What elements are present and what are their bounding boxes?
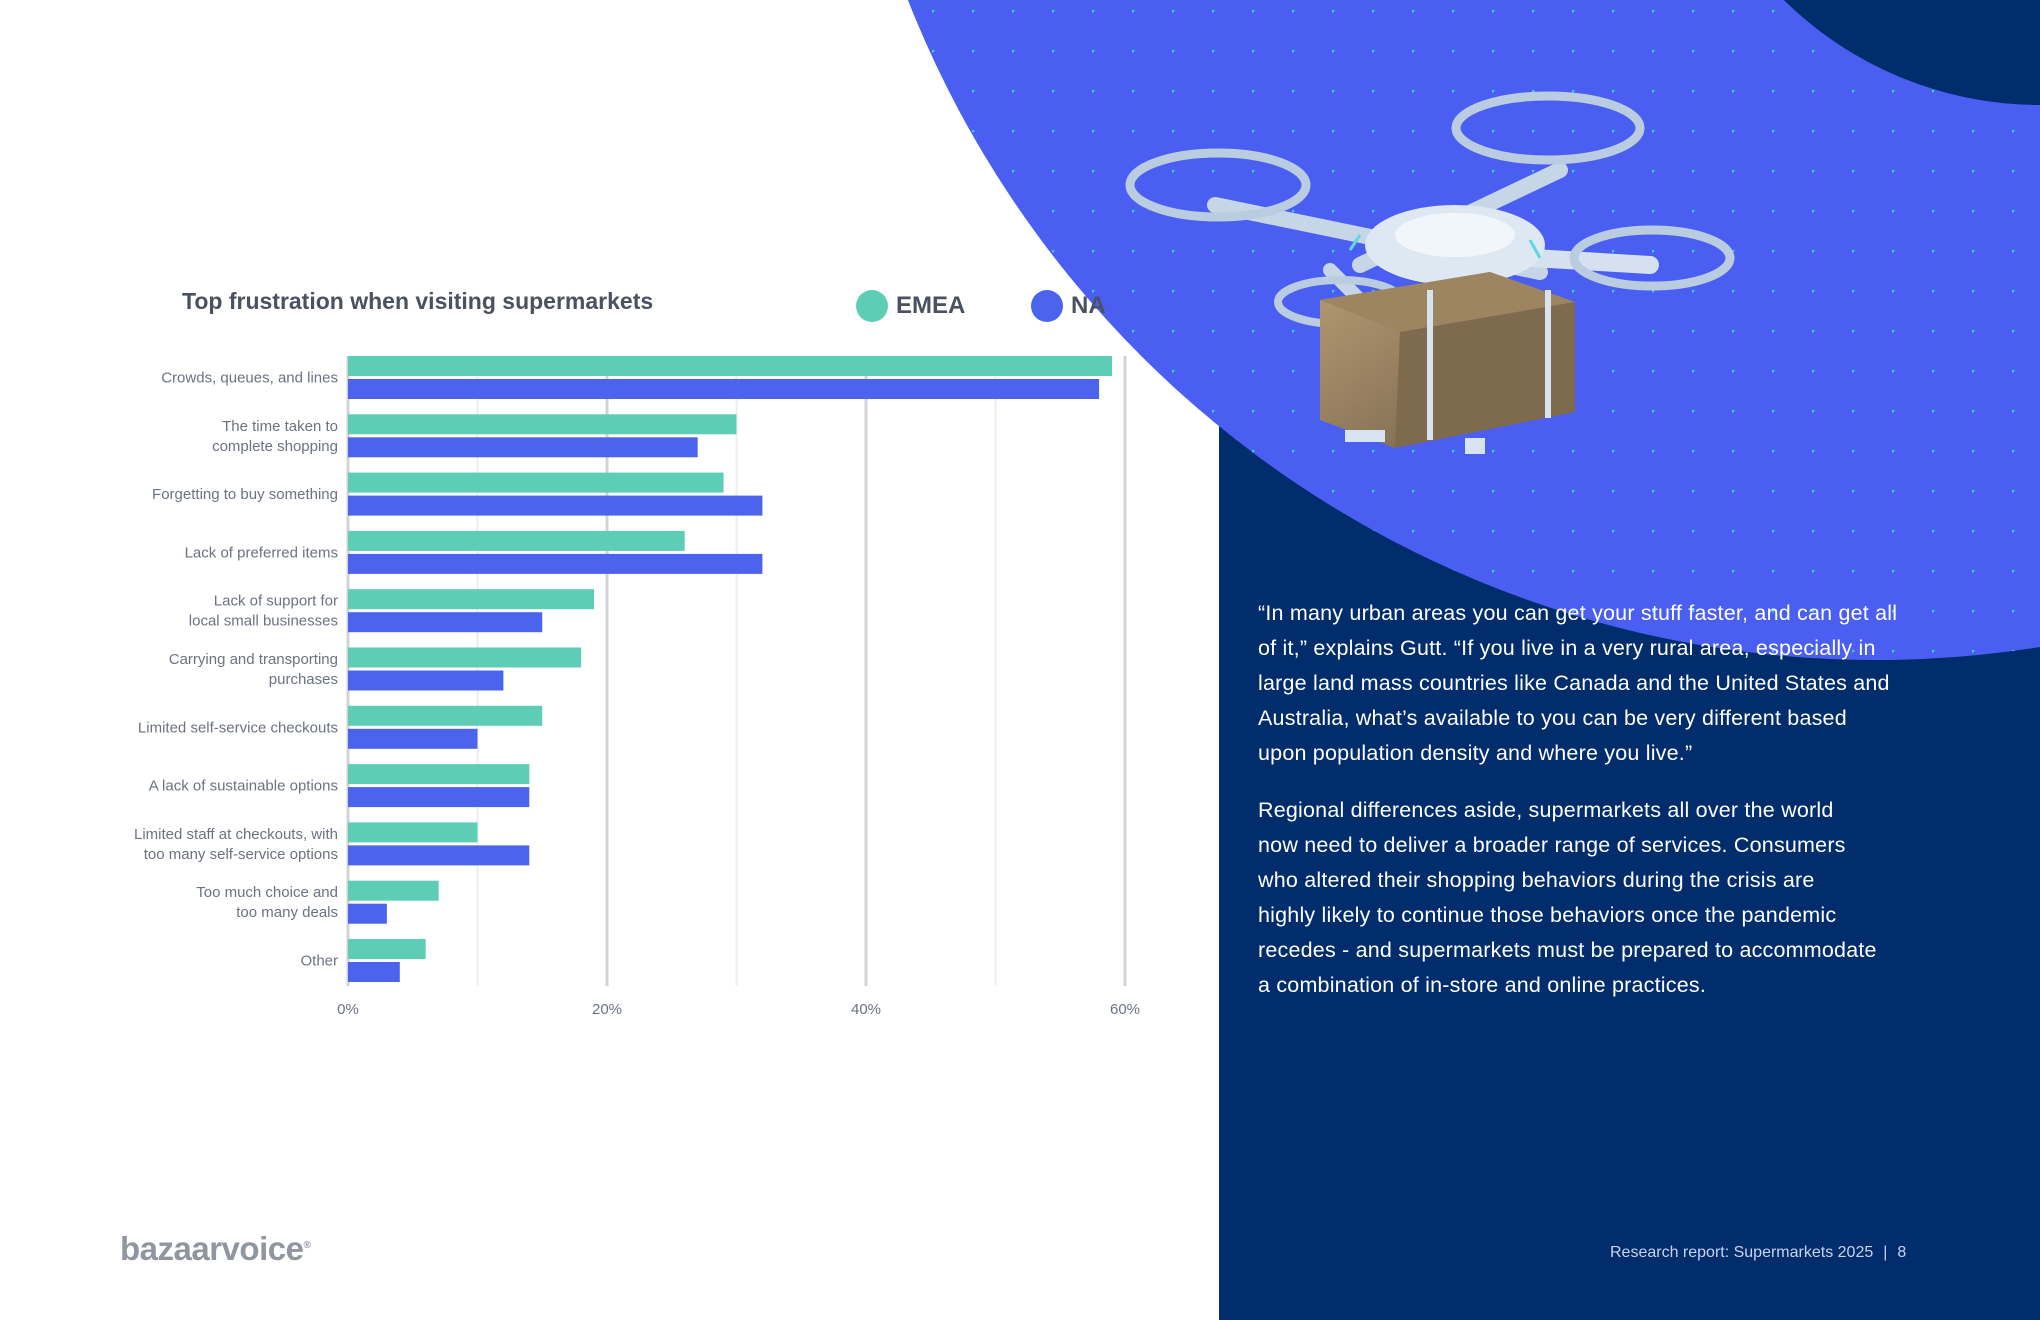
logo-text: bazaarvoice [120, 1230, 304, 1267]
logo-mark: ® [303, 1240, 311, 1251]
bar-na [348, 728, 478, 749]
bar-na [348, 903, 387, 924]
quote-line: Australia, what’s available to you can b… [1258, 706, 1847, 730]
bar-na [348, 437, 698, 458]
legend-na-swatch [1031, 290, 1063, 322]
analysis-line: recedes - and supermarkets must be prepa… [1258, 938, 1877, 962]
quote-line: of it,” explains Gutt. “If you live in a… [1258, 636, 1876, 660]
legend-na: NA [1031, 290, 1106, 322]
category-label: Lack of support for [214, 593, 338, 610]
category-label: A lack of sustainable options [149, 778, 338, 795]
bar-na [348, 670, 504, 691]
category-label: Carrying and transporting [169, 651, 338, 668]
bar-emea [348, 822, 478, 843]
bar-emea [348, 939, 426, 959]
body-text: “In many urban areas you can get your st… [1258, 596, 1928, 1025]
analysis-line: a combination of in-store and online pra… [1258, 973, 1707, 997]
bar-na [348, 495, 763, 516]
bar-emea [348, 414, 737, 435]
category-label: purchases [269, 671, 338, 688]
bar-emea [348, 472, 724, 493]
category-label: too many self-service options [144, 846, 338, 863]
navy-corner-circle [1783, 0, 2040, 105]
analysis-line: now need to deliver a broader range of s… [1258, 833, 1846, 857]
bar-emea [348, 705, 543, 726]
bar-na [348, 553, 763, 574]
analysis-line: who altered their shopping behaviors dur… [1258, 868, 1815, 892]
quote-line: “In many urban areas you can get your st… [1258, 601, 1898, 625]
category-label: Too much choice and [196, 884, 338, 901]
analysis-line: Regional differences aside, supermarkets… [1258, 798, 1834, 822]
footer-separator: | [1883, 1244, 1888, 1261]
bazaarvoice-logo: bazaarvoice® [120, 1230, 311, 1268]
bar-na [348, 962, 400, 982]
bar-na [348, 845, 530, 866]
x-axis-ticks: 0% 20% 40% 60% [337, 1001, 1140, 1018]
chart-title: Top frustration when visiting supermarke… [182, 288, 654, 314]
category-label: Lack of preferred items [185, 544, 338, 561]
footer: Research report: Supermarkets 2025 | 8 [1610, 1244, 1906, 1262]
category-label: complete shopping [212, 438, 338, 455]
page-number: 8 [1897, 1244, 1907, 1261]
category-label: Limited self-service checkouts [138, 719, 338, 736]
analysis-paragraph: Regional differences aside, supermarkets… [1258, 793, 1928, 1003]
analysis-line: highly likely to continue those behavior… [1258, 903, 1837, 927]
category-label: too many deals [236, 904, 338, 921]
quote-paragraph: “In many urban areas you can get your st… [1258, 596, 1928, 771]
bar-emea [348, 880, 439, 901]
legend-emea: EMEA [856, 290, 965, 322]
category-label: Crowds, queues, and lines [161, 370, 338, 387]
quote-line: large land mass countries like Canada an… [1258, 671, 1890, 695]
quote-line: upon population density and where you li… [1258, 741, 1693, 765]
bar-na [348, 612, 543, 633]
bars [348, 356, 1113, 982]
bar-na [348, 787, 530, 808]
bar-emea [348, 530, 685, 551]
category-label: local small businesses [189, 613, 338, 630]
bar-emea [348, 647, 582, 668]
drone-illustration [1125, 91, 1735, 454]
bar-emea [348, 356, 1113, 376]
category-labels: Crowds, queues, and lines The time taken … [134, 370, 338, 970]
legend-na-label: NA [1071, 292, 1106, 319]
category-label: Forgetting to buy something [152, 486, 338, 503]
bar-emea [348, 764, 530, 785]
x-tick-label: 60% [1110, 1001, 1140, 1018]
report-title: Research report: Supermarkets 2025 [1610, 1244, 1874, 1261]
category-label: Other [300, 953, 338, 970]
legend-emea-label: EMEA [896, 292, 966, 319]
bar-na [348, 379, 1100, 399]
bar-emea [348, 589, 595, 610]
x-tick-label: 20% [592, 1001, 622, 1018]
legend-emea-swatch [856, 290, 888, 322]
x-tick-label: 0% [337, 1001, 359, 1018]
category-label: Limited staff at checkouts, with [134, 826, 338, 843]
x-tick-label: 40% [851, 1001, 881, 1018]
category-label: The time taken to [222, 418, 338, 435]
